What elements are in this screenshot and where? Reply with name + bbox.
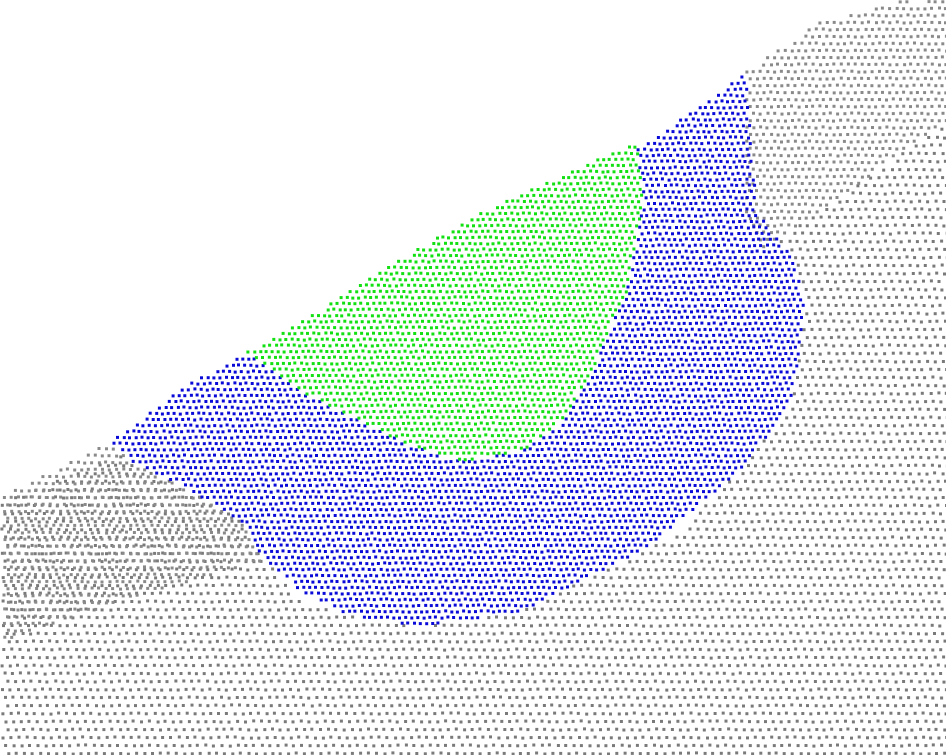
ground-points — [0, 127, 946, 755]
inner-core-points — [246, 145, 644, 462]
outer-band-points — [112, 75, 805, 626]
wall-points — [2, 0, 946, 639]
